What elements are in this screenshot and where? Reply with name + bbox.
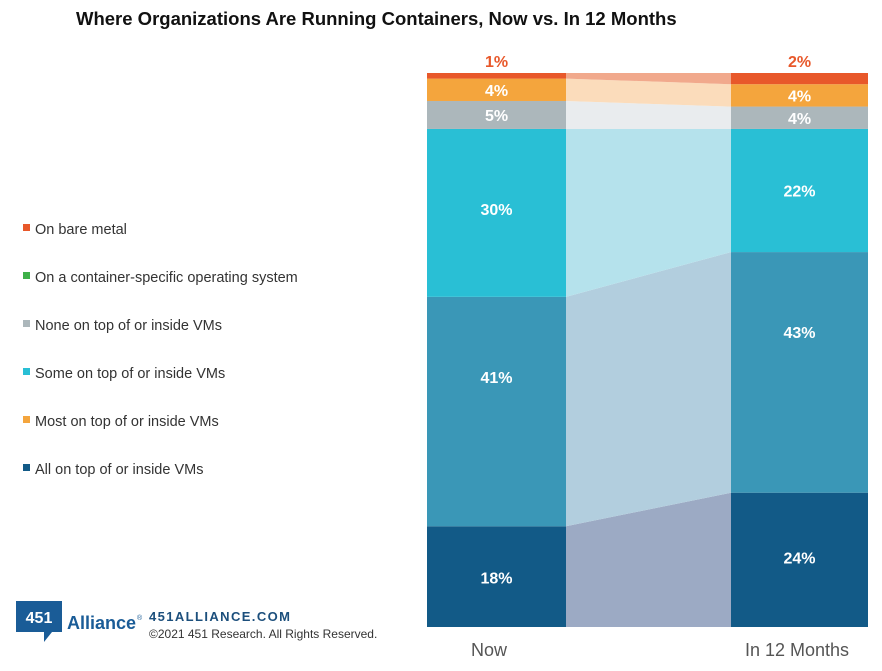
bar-segment [427,128,566,297]
chart-title: Where Organizations Are Running Containe… [76,8,677,29]
legend-item: Some on top of or inside VMs [23,366,225,382]
bar-labels: 18% 24% 41% 43% 30% 22% 5% 4% 4% 4% 1% 2% [480,54,815,587]
bar-segment [427,296,566,527]
bar-segment [731,106,868,129]
bar-segment [731,492,868,627]
legend-item: On bare metal [23,222,127,238]
flow-band [566,73,731,85]
data-label: 4% [485,83,508,100]
x-axis-ticks: Now In 12 Months [471,640,849,660]
legend-label: Most on top of or inside VMs [35,414,219,430]
branding: 451 Alliance ® 451ALLIANCE.COM ©2021 451… [16,601,377,642]
logo-word: Alliance [67,613,136,633]
bar-segment [731,73,868,85]
legend-label: Some on top of or inside VMs [35,366,225,382]
data-label: 30% [480,202,512,219]
data-label: 24% [783,551,815,568]
bar-segment [731,128,868,253]
legend-swatch [23,464,30,471]
data-label: 18% [480,570,512,587]
logo-registered-mark: ® [137,614,143,622]
legend-item: Most on top of or inside VMs [23,414,219,430]
legend-swatch [23,320,30,327]
legend-label: On bare metal [35,222,127,238]
data-label: 5% [485,108,508,125]
bar-segment [427,73,566,79]
flow-band [566,252,731,527]
legend-swatch [23,416,30,423]
data-label: 41% [480,370,512,387]
flow-band [566,100,731,129]
brand-copyright: ©2021 451 Research. All Rights Reserved. [149,627,377,641]
legend-label: None on top of or inside VMs [35,318,222,334]
bar-segment [731,252,868,493]
legend-swatch [23,272,30,279]
bar-segment [427,100,566,129]
legend-item: None on top of or inside VMs [23,318,222,334]
data-label: 1% [485,54,508,71]
flow-band [566,492,731,627]
x-tick-label: In 12 Months [745,640,849,660]
bar-segment [427,526,566,627]
data-label: 22% [783,184,815,201]
data-label: 4% [788,111,811,128]
legend-swatch [23,224,30,231]
bar-segment [731,84,868,107]
legend-swatch [23,368,30,375]
brand-url: 451ALLIANCE.COM [149,609,291,624]
logo-speech-bubble-icon [16,601,62,642]
flow-bands [566,73,731,627]
flow-band [566,78,731,107]
stacked-bars [427,73,868,627]
brand-logo: 451 Alliance ® [16,601,143,642]
bar-segment [427,78,566,101]
legend-label: All on top of or inside VMs [35,462,203,478]
legend-label: On a container-specific operating system [35,270,298,286]
legend-item: On a container-specific operating system [23,270,298,286]
data-label: 4% [788,88,811,105]
data-label: 2% [788,54,811,71]
flow-band [566,128,731,297]
legend-item: All on top of or inside VMs [23,462,203,478]
data-label: 43% [783,325,815,342]
x-tick-label: Now [471,640,508,660]
legend: On bare metal On a container-specific ope… [23,222,298,478]
logo-number: 451 [26,610,53,627]
